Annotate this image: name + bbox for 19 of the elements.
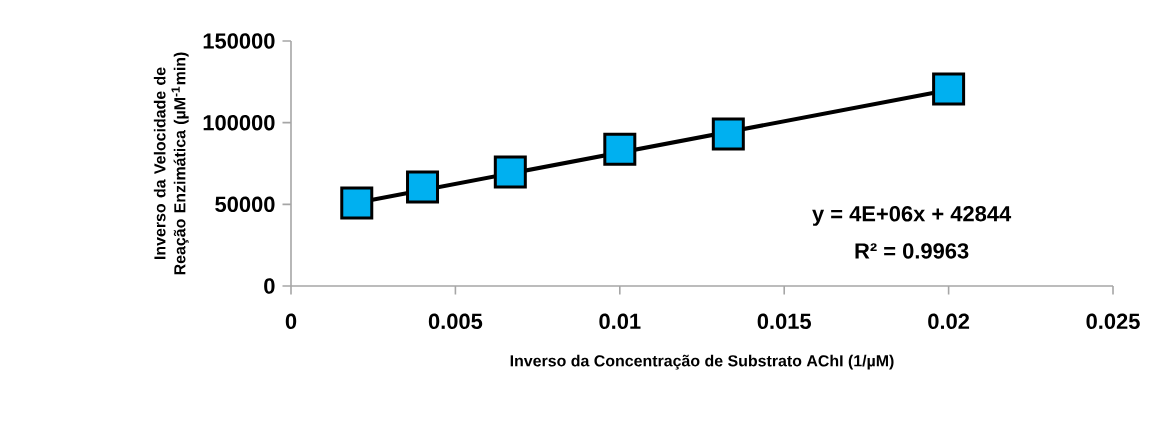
x-tick-label: 0.01 (599, 313, 641, 330)
annotation: R² = 0.9963 (855, 243, 969, 259)
y-tick-label: 50000 (215, 196, 275, 213)
x-tick-label: 0.015 (757, 313, 811, 330)
x-tick-label: 0 (285, 313, 297, 330)
x-axis-title: Inverso da Concentração de Substrato AChI (1/µM) (510, 354, 894, 370)
point (603, 132, 637, 166)
point (406, 170, 440, 204)
x-tick-label: 0.02 (928, 313, 970, 330)
y-tick-label: 0 (264, 278, 275, 294)
annotation: y = 4E+06x + 42844 (812, 206, 1012, 226)
point (493, 155, 527, 189)
point (932, 72, 966, 106)
point (711, 117, 745, 151)
point (340, 186, 374, 220)
x-tick-label: 0.005 (428, 313, 483, 330)
y-tick-label: 100000 (203, 114, 275, 131)
x-tick-label: 0.025 (1086, 313, 1140, 330)
y-tick-label: 150000 (203, 33, 275, 49)
